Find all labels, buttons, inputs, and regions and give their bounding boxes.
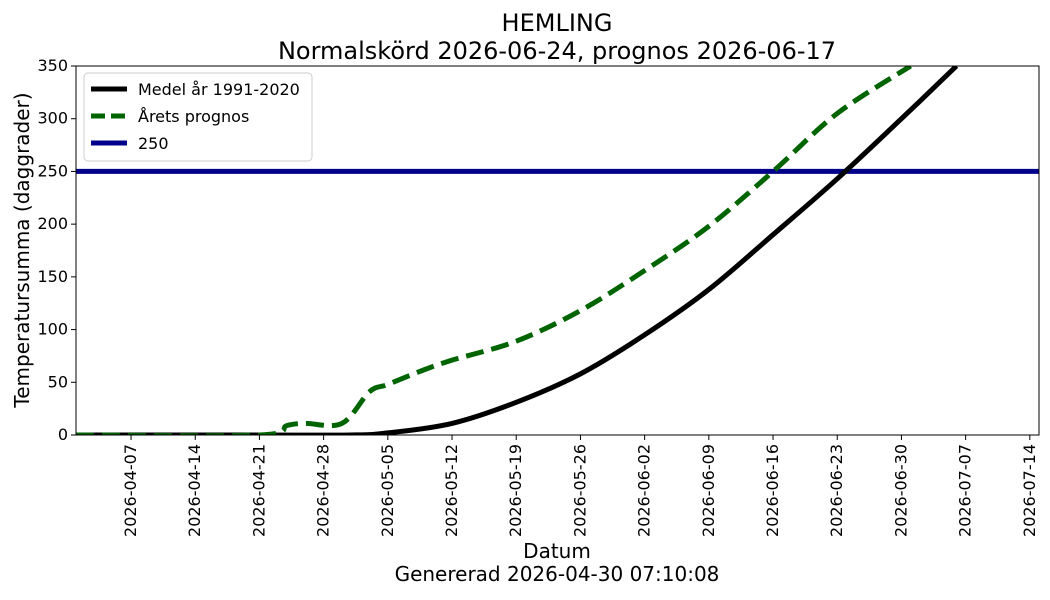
y-axis-label: Temperatursumma (daggrader) [10, 92, 34, 408]
x-tick-label: 2026-05-19 [506, 444, 525, 537]
x-tick-label: 2026-06-16 [763, 444, 782, 537]
x-tick-label: 2026-05-05 [378, 444, 397, 537]
y-tick-label: 350 [37, 56, 68, 75]
legend-label: Medel år 1991-2020 [138, 80, 300, 99]
legend: Medel år 1991-2020 Årets prognos 250 [83, 72, 313, 162]
x-tick-label: 2026-04-07 [121, 444, 140, 537]
axis-ticks: 0 50 100 150 200 250 300 350 2026-04-07 2026-04-1… [37, 56, 1038, 537]
y-tick-label: 50 [48, 372, 68, 391]
plot-frame [75, 65, 1040, 436]
x-tick-label: 2026-04-21 [249, 444, 268, 537]
y-tick-label: 150 [37, 267, 68, 286]
series-line-0 [76, 66, 959, 435]
chart-subtitle: Normalskörd 2026-06-24, prognos 2026-06-… [278, 37, 836, 65]
x-tick-label: 2026-05-26 [570, 444, 589, 537]
y-tick-label: 200 [37, 214, 68, 233]
x-tick-label: 2026-04-14 [185, 444, 204, 537]
series-layer [76, 66, 1039, 435]
x-tick-label: 2026-06-30 [891, 444, 910, 537]
series-line-1 [76, 66, 912, 435]
x-tick-label: 2026-05-12 [442, 444, 461, 537]
x-tick-label: 2026-07-14 [1020, 444, 1039, 537]
x-tick-label: 2026-07-07 [956, 444, 975, 537]
generated-footer: Genererad 2026-04-30 07:10:08 [395, 562, 720, 586]
chart-title: HEMLING [502, 9, 613, 37]
y-tick-label: 100 [37, 320, 68, 339]
legend-label: Årets prognos [138, 107, 249, 126]
x-tick-label: 2026-06-23 [827, 444, 846, 537]
x-tick-label: 2026-06-02 [635, 444, 654, 537]
y-tick-label: 0 [58, 425, 68, 444]
legend-label: 250 [138, 134, 169, 153]
legend-frame [83, 72, 313, 162]
x-tick-label: 2026-06-09 [699, 444, 718, 537]
y-tick-label: 250 [37, 161, 68, 180]
x-tick-label: 2026-04-28 [314, 444, 333, 537]
y-tick-label: 300 [37, 109, 68, 128]
x-axis-label: Datum [523, 539, 591, 563]
